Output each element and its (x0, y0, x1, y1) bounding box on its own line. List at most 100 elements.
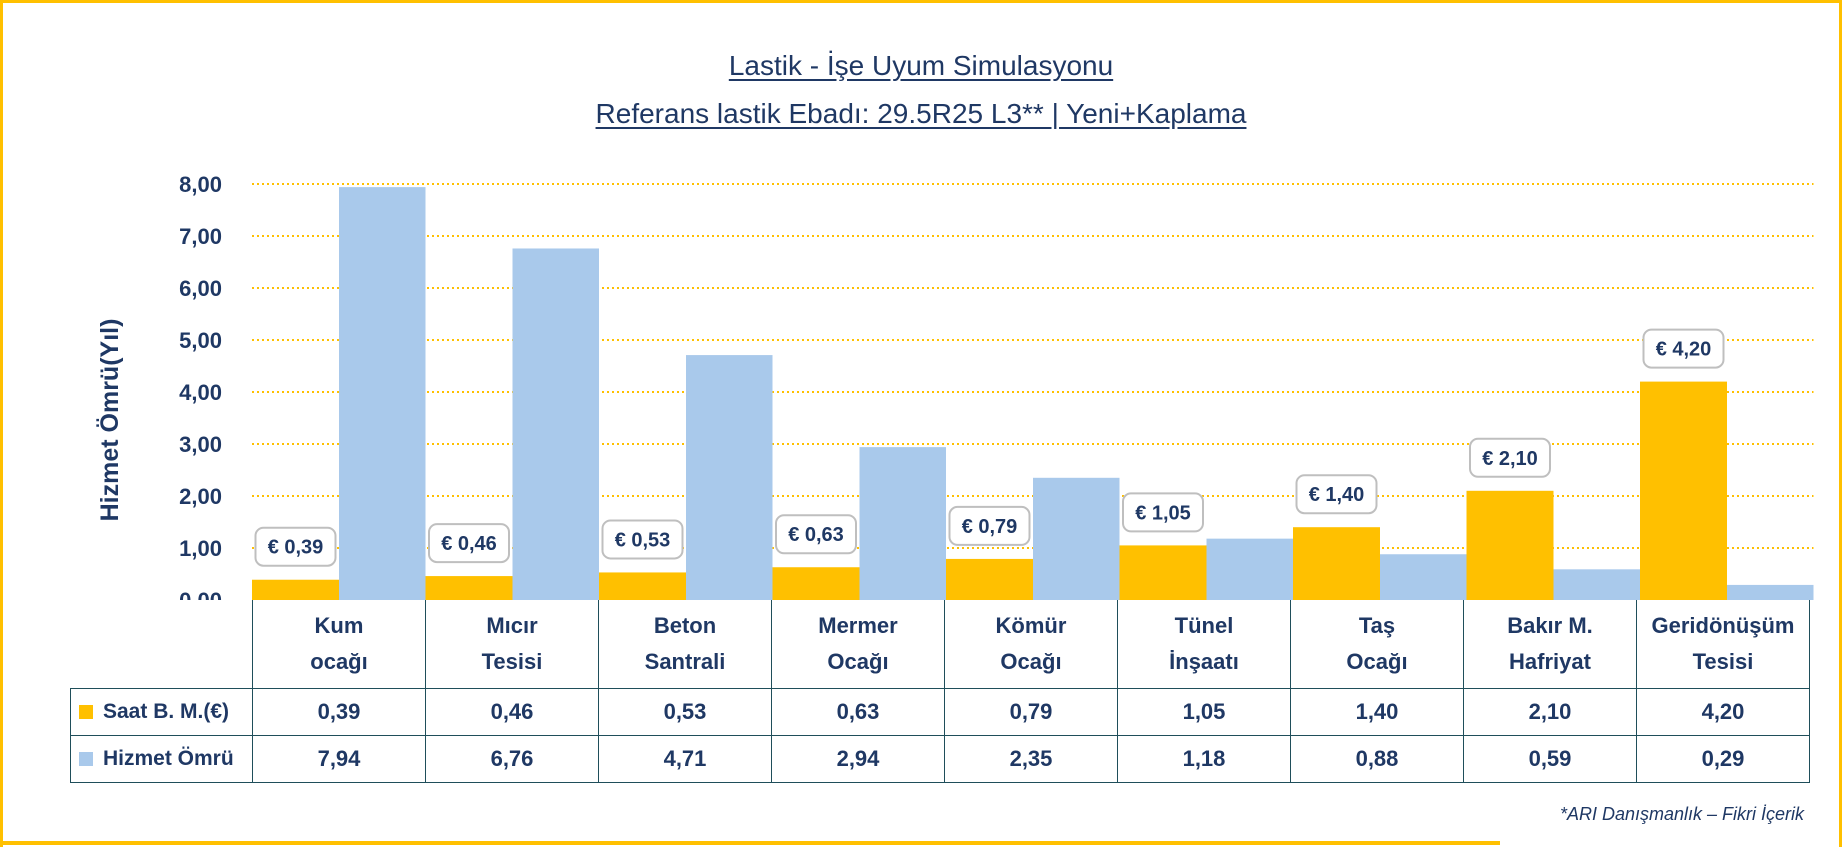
table-cell: 0,29 (1636, 735, 1810, 783)
frame-border-bottom (0, 841, 1500, 845)
table-cell: 0,46 (425, 688, 599, 736)
bar-cost (1466, 490, 1554, 600)
bar-chart: 0,00 1,00 2,00 3,00 4,00 5,00 6,00 7,00 8,00 Hizm… (95, 172, 1814, 600)
table-cell: 0,59 (1463, 735, 1637, 783)
category-label: Bakır M. Hafriyat (1463, 600, 1637, 689)
table-cell: 6,76 (425, 735, 599, 783)
chart-title: Lastik - İşe Uyum Simulasyonu (728, 50, 1114, 81)
table-row-life: Hizmet Ömrü 7,94 6,76 4,71 2,94 2,35 1,18 0,88… (70, 735, 1810, 783)
table-cell: 4,20 (1636, 688, 1810, 736)
category-label: Mıcır Tesisi (425, 600, 599, 689)
bar-life (1033, 477, 1120, 600)
y-tick-label: 7,00 (179, 224, 222, 249)
table-cell: 1,05 (1117, 688, 1291, 736)
bar-life (1206, 538, 1293, 600)
category-label-line: Hafriyat (1509, 649, 1591, 674)
category-label: Beton Santrali (598, 600, 772, 689)
data-label-box (1122, 492, 1204, 533)
data-label-box (775, 514, 857, 555)
table-cell: 2,10 (1463, 688, 1637, 736)
category-label-line: Kum (314, 613, 364, 638)
bar-life (686, 355, 773, 600)
legend-swatch-cost (79, 705, 93, 719)
category-label: Tünel İnşaatı (1117, 600, 1291, 689)
table-cell: 0,79 (944, 688, 1118, 736)
category-header-row: Kum ocağı Mıcır Tesisi Beton Santrali Mermer Oc… (71, 600, 1810, 689)
category-label-line: Kömür (995, 613, 1067, 638)
y-tick-label: 0,00 (179, 588, 222, 600)
category-label: Geridönüşüm Tesisi (1636, 600, 1810, 689)
legend-swatch-life (79, 752, 93, 766)
bar-life (512, 248, 599, 600)
frame-border-right (1839, 0, 1842, 847)
bar-cost (946, 558, 1033, 600)
category-label-line: Ocağı (827, 649, 889, 674)
category-label-line: Tünel (1174, 613, 1234, 638)
frame-border-left (0, 0, 3, 847)
legend-label-life: Hizmet Ömrü (103, 747, 234, 770)
bar-cost (425, 576, 513, 600)
bar-life (1553, 569, 1640, 600)
data-label-box (1295, 474, 1378, 515)
y-tick-label: 6,00 (179, 276, 222, 301)
table-cell: 0,88 (1290, 735, 1464, 783)
data-label: € 0,39 (268, 537, 324, 559)
frame-border-top (0, 0, 1842, 3)
table-cell: 0,53 (598, 688, 772, 736)
category-label: Mermer Ocağı (771, 600, 945, 689)
data-label: € 1,40 (1309, 484, 1365, 506)
category-label-line: Tesisi (481, 649, 543, 674)
bar-life (1380, 554, 1467, 600)
y-tick-label: 1,00 (179, 536, 222, 561)
y-tick-label: 2,00 (179, 484, 222, 509)
category-label-line: İnşaatı (1169, 649, 1239, 674)
y-tick-label: 5,00 (179, 328, 222, 353)
data-label-box (1469, 437, 1551, 478)
table-cell: 0,63 (771, 688, 945, 736)
data-label-box (254, 526, 337, 567)
data-label-box (428, 523, 510, 564)
category-label-line: Bakır M. (1507, 613, 1593, 638)
table-corner (71, 600, 253, 689)
data-label: € 2,10 (1482, 448, 1538, 470)
category-label-line: Ocağı (1000, 649, 1062, 674)
bar-cost (1119, 545, 1207, 600)
data-label-box (1642, 328, 1725, 369)
bar-cost (772, 567, 860, 600)
data-label: € 0,46 (441, 533, 497, 555)
bar-life (339, 187, 426, 600)
legend-life: Hizmet Ömrü (70, 735, 253, 783)
category-label: Kum ocağı (252, 600, 426, 689)
data-label: € 4,20 (1656, 339, 1712, 361)
category-label-line: Geridönüşüm (1651, 613, 1795, 638)
category-label: Taş Ocağı (1290, 600, 1464, 689)
bar-life (859, 447, 946, 600)
table-cell: 4,71 (598, 735, 772, 783)
category-label-line: Mermer (818, 613, 898, 638)
footnote: *ARI Danışmanlık – Fikri İçerik (1559, 804, 1804, 824)
category-label-line: Taş (1358, 613, 1396, 638)
category-label: Kömür Ocağı (944, 600, 1118, 689)
legend-cost: Saat B. M.(€) (70, 688, 253, 736)
table-cell: 7,94 (252, 735, 426, 783)
data-label: € 1,05 (1135, 502, 1191, 524)
bar-cost (1640, 381, 1727, 600)
y-tick-label: 4,00 (179, 380, 222, 405)
table-cell: 0,39 (252, 688, 426, 736)
data-label: € 0,79 (962, 516, 1018, 538)
y-tick-label: 3,00 (179, 432, 222, 457)
data-table: Kum ocağı Mıcır Tesisi Beton Santrali Mermer Oc… (70, 600, 1810, 783)
table-row-cost: Saat B. M.(€) 0,39 0,46 0,53 0,63 0,79 1,05 1,… (70, 688, 1810, 736)
category-label-line: Ocağı (1346, 649, 1408, 674)
bar-cost (599, 572, 686, 600)
category-label-line: Tesisi (1692, 649, 1754, 674)
data-label: € 0,53 (615, 529, 671, 551)
bar-cost (1293, 527, 1380, 600)
category-label-line: ocağı (310, 649, 368, 674)
category-label-line: Beton (653, 613, 717, 638)
table-cell: 1,18 (1117, 735, 1291, 783)
table-cell: 2,35 (944, 735, 1118, 783)
chart-subtitle: Referans lastik Ebadı: 29.5R25 L3** | Ye… (595, 98, 1247, 129)
data-label: € 0,63 (788, 524, 844, 546)
